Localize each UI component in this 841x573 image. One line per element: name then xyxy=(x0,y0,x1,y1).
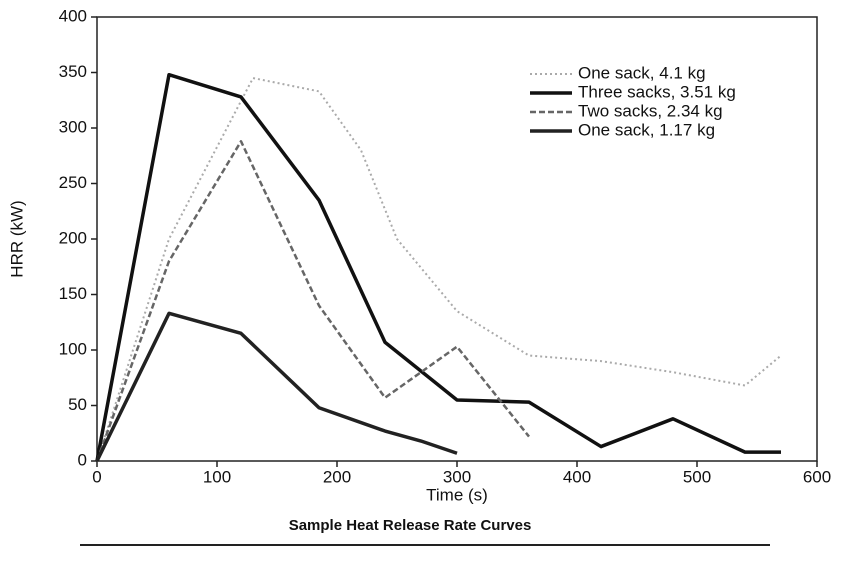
x-tick-label: 400 xyxy=(563,467,591,486)
y-tick-label: 300 xyxy=(59,117,87,136)
y-tick-label: 250 xyxy=(59,173,87,192)
x-axis-label: Time (s) xyxy=(426,485,488,504)
x-tick-label: 600 xyxy=(803,467,831,486)
x-tick-label: 100 xyxy=(203,467,231,486)
legend-label: Three sacks, 3.51 kg xyxy=(578,82,736,101)
y-axis-label: HRR (kW) xyxy=(7,200,26,277)
y-tick-label: 200 xyxy=(59,228,87,247)
series-line xyxy=(95,140,530,462)
x-tick-label: 500 xyxy=(683,467,711,486)
legend-label: One sack, 4.1 kg xyxy=(578,63,706,82)
y-tick-label: 400 xyxy=(59,6,87,25)
legend-label: Two sacks, 2.34 kg xyxy=(578,101,723,120)
y-tick-label: 150 xyxy=(59,284,87,303)
series-line xyxy=(95,72,781,462)
y-tick-label: 350 xyxy=(59,62,87,81)
x-tick-label: 0 xyxy=(92,467,101,486)
legend-label: One sack, 1.17 kg xyxy=(578,120,715,139)
series-line xyxy=(95,311,458,462)
series-line xyxy=(96,77,782,462)
y-tick-label: 100 xyxy=(59,339,87,358)
x-tick-label: 300 xyxy=(443,467,471,486)
y-tick-label: 0 xyxy=(78,450,87,469)
chart-title: Sample Heat Release Rate Curves xyxy=(289,517,532,534)
x-tick-label: 200 xyxy=(323,467,351,486)
y-tick-label: 50 xyxy=(68,395,87,414)
